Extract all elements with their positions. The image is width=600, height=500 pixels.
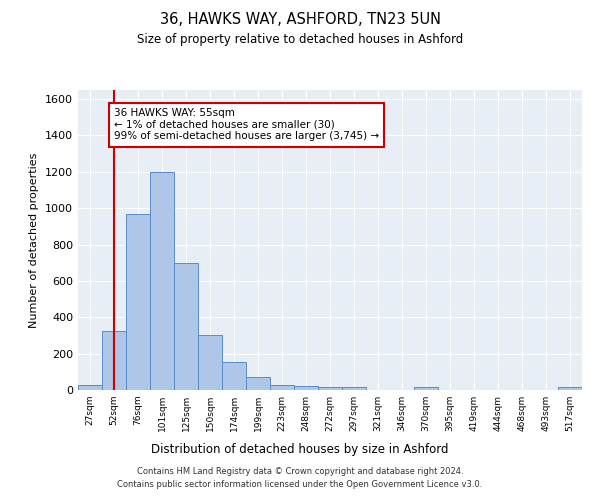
- Bar: [318, 388, 342, 390]
- Text: Contains public sector information licensed under the Open Government Licence v3: Contains public sector information licen…: [118, 480, 482, 489]
- Text: 36, HAWKS WAY, ASHFORD, TN23 5UN: 36, HAWKS WAY, ASHFORD, TN23 5UN: [160, 12, 440, 28]
- Bar: [342, 388, 366, 390]
- Bar: [558, 388, 582, 390]
- Text: Contains HM Land Registry data © Crown copyright and database right 2024.: Contains HM Land Registry data © Crown c…: [137, 467, 463, 476]
- Bar: [246, 378, 270, 390]
- Bar: [414, 388, 438, 390]
- Bar: [126, 214, 150, 390]
- Bar: [102, 331, 126, 390]
- Bar: [174, 262, 198, 390]
- Bar: [294, 386, 318, 390]
- Bar: [198, 334, 222, 390]
- Bar: [78, 384, 102, 390]
- Bar: [222, 362, 246, 390]
- Y-axis label: Number of detached properties: Number of detached properties: [29, 152, 40, 328]
- Bar: [270, 386, 294, 390]
- Text: 36 HAWKS WAY: 55sqm
← 1% of detached houses are smaller (30)
99% of semi-detache: 36 HAWKS WAY: 55sqm ← 1% of detached hou…: [114, 108, 379, 142]
- Text: Size of property relative to detached houses in Ashford: Size of property relative to detached ho…: [137, 32, 463, 46]
- Text: Distribution of detached houses by size in Ashford: Distribution of detached houses by size …: [151, 442, 449, 456]
- Bar: [150, 172, 174, 390]
